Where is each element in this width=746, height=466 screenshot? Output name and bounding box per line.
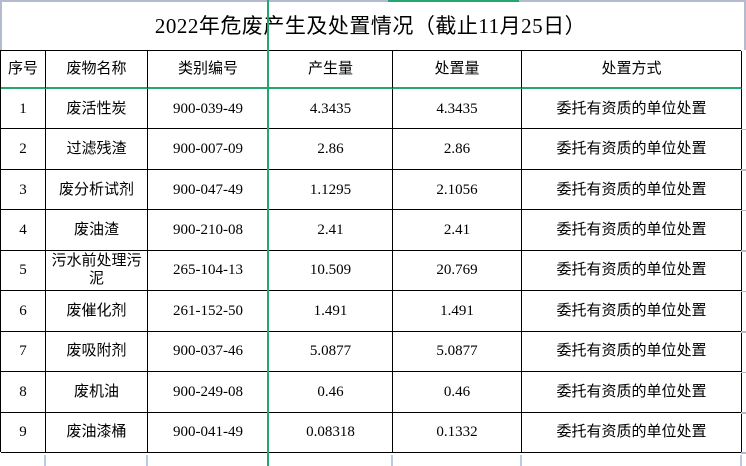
gridline-stub-bottom bbox=[44, 455, 46, 466]
cell-disposed[interactable]: 2.41 bbox=[393, 210, 522, 251]
cell-waste-name[interactable]: 废油渣 bbox=[46, 210, 148, 251]
cell-no[interactable]: 8 bbox=[1, 372, 46, 413]
gridline-stub-bottom bbox=[146, 455, 148, 466]
header-category-code[interactable]: 类别编号 bbox=[148, 51, 269, 89]
header-generated[interactable]: 产生量 bbox=[269, 51, 393, 89]
cell-waste-name[interactable]: 废活性炭 bbox=[46, 89, 148, 130]
cell-waste-name[interactable]: 污水前处理污泥 bbox=[46, 250, 148, 292]
cell-disposal-method[interactable]: 委托有资质的单位处置 bbox=[522, 331, 742, 373]
cell-no[interactable]: 2 bbox=[1, 129, 46, 170]
cell-waste-name[interactable]: 废机油 bbox=[46, 372, 148, 413]
cell-category-code[interactable]: 900-249-08 bbox=[148, 372, 269, 413]
cell-disposal-method[interactable]: 委托有资质的单位处置 bbox=[522, 89, 742, 130]
cell-disposal-method[interactable]: 委托有资质的单位处置 bbox=[522, 129, 742, 170]
cell-disposed[interactable]: 4.3435 bbox=[393, 89, 522, 130]
cell-no[interactable]: 7 bbox=[1, 331, 46, 373]
gridline-stub bbox=[741, 128, 746, 130]
cell-disposal-method[interactable]: 委托有资质的单位处置 bbox=[522, 210, 742, 251]
header-disposed[interactable]: 处置量 bbox=[393, 51, 522, 89]
cell-category-code[interactable]: 900-037-46 bbox=[148, 331, 269, 373]
cell-no[interactable]: 4 bbox=[1, 210, 46, 251]
cell-generated[interactable]: 1.1295 bbox=[269, 169, 393, 211]
header-no[interactable]: 序号 bbox=[1, 51, 46, 89]
gridline-stub-bottom bbox=[391, 455, 393, 466]
cell-waste-name[interactable]: 废分析试剂 bbox=[46, 169, 148, 211]
cell-no[interactable]: 9 bbox=[1, 412, 46, 453]
cell-generated[interactable]: 10.509 bbox=[269, 250, 393, 292]
gridline-left-title bbox=[0, 0, 2, 50]
cell-generated[interactable]: 1.491 bbox=[269, 291, 393, 332]
cell-disposed[interactable]: 0.46 bbox=[393, 372, 522, 413]
cell-disposed[interactable]: 20.769 bbox=[393, 250, 522, 292]
cell-generated[interactable]: 5.0877 bbox=[269, 331, 393, 373]
cell-generated[interactable]: 0.46 bbox=[269, 372, 393, 413]
table-title: 2022年危废产生及处置情况（截止11月25日） bbox=[154, 14, 587, 38]
gridline-stub bbox=[741, 371, 746, 373]
cell-disposal-method[interactable]: 委托有资质的单位处置 bbox=[522, 412, 742, 453]
cell-disposed[interactable]: 2.86 bbox=[393, 129, 522, 170]
cell-disposed[interactable]: 2.1056 bbox=[393, 169, 522, 211]
cell-waste-name[interactable]: 过滤残渣 bbox=[46, 129, 148, 170]
header-disposal-method[interactable]: 处置方式 bbox=[522, 51, 742, 89]
header-waste-name[interactable]: 废物名称 bbox=[46, 51, 148, 89]
cell-category-code[interactable]: 900-047-49 bbox=[148, 169, 269, 211]
cell-disposed[interactable]: 1.491 bbox=[393, 291, 522, 332]
cell-disposal-method[interactable]: 委托有资质的单位处置 bbox=[522, 372, 742, 413]
cell-category-code[interactable]: 900-007-09 bbox=[148, 129, 269, 170]
cell-category-code[interactable]: 900-210-08 bbox=[148, 210, 269, 251]
selection-line-top-segment bbox=[388, 0, 519, 2]
cell-no[interactable]: 3 bbox=[1, 169, 46, 211]
cell-no[interactable]: 5 bbox=[1, 250, 46, 292]
cell-disposed[interactable]: 0.1332 bbox=[393, 412, 522, 453]
cell-category-code[interactable]: 900-041-49 bbox=[148, 412, 269, 453]
gridline-stub bbox=[741, 290, 746, 292]
cell-generated[interactable]: 4.3435 bbox=[269, 89, 393, 130]
gridline-stub bbox=[741, 412, 746, 414]
cell-generated[interactable]: 2.41 bbox=[269, 210, 393, 251]
gridline-stub bbox=[741, 331, 746, 333]
gridline-stub bbox=[741, 250, 746, 252]
table-title-cell[interactable]: 2022年危废产生及处置情况（截止11月25日） bbox=[0, 0, 741, 50]
gridline-top bbox=[0, 0, 746, 2]
data-table: 序号 废物名称 类别编号 产生量 处置量 处置方式 1 废活性炭 900-039… bbox=[0, 50, 742, 453]
gridline-stub bbox=[741, 169, 746, 171]
selection-line-vertical bbox=[267, 0, 269, 466]
cell-waste-name[interactable]: 废催化剂 bbox=[46, 291, 148, 332]
cell-no[interactable]: 1 bbox=[1, 89, 46, 130]
cell-disposal-method[interactable]: 委托有资质的单位处置 bbox=[522, 169, 742, 211]
gridline-stub bbox=[741, 452, 746, 454]
cell-waste-name[interactable]: 废油漆桶 bbox=[46, 412, 148, 453]
cell-category-code[interactable]: 261-152-50 bbox=[148, 291, 269, 332]
gridline-stub bbox=[741, 209, 746, 211]
gridline-stub-bottom bbox=[520, 455, 522, 466]
cell-generated[interactable]: 0.08318 bbox=[269, 412, 393, 453]
cell-category-code[interactable]: 900-039-49 bbox=[148, 89, 269, 130]
cell-disposal-method[interactable]: 委托有资质的单位处置 bbox=[522, 291, 742, 332]
cell-disposed[interactable]: 5.0877 bbox=[393, 331, 522, 373]
gridline-right-title bbox=[744, 0, 746, 50]
cell-category-code[interactable]: 265-104-13 bbox=[148, 250, 269, 292]
cell-no[interactable]: 6 bbox=[1, 291, 46, 332]
cell-disposal-method[interactable]: 委托有资质的单位处置 bbox=[522, 250, 742, 292]
cell-waste-name[interactable]: 废吸附剂 bbox=[46, 331, 148, 373]
gridline-stub-bottom bbox=[740, 455, 742, 466]
cell-generated[interactable]: 2.86 bbox=[269, 129, 393, 170]
